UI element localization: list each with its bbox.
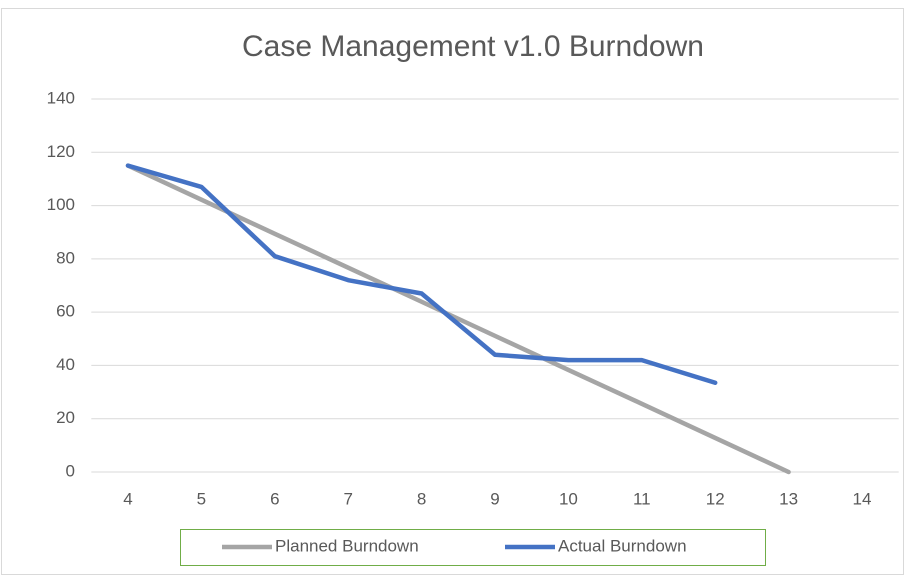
chart-frame: [1, 8, 904, 575]
x-tick-label: 9: [490, 489, 499, 508]
x-tick-label: 6: [270, 489, 279, 508]
x-tick-label: 12: [706, 489, 725, 508]
x-tick-label: 13: [779, 489, 798, 508]
x-tick-label: 14: [853, 489, 872, 508]
x-tick-label: 5: [197, 489, 206, 508]
x-tick-label: 4: [123, 489, 132, 508]
y-tick-label: 80: [56, 248, 75, 267]
y-tick-label: 120: [47, 142, 75, 161]
y-tick-label: 0: [66, 461, 75, 480]
y-tick-label: 20: [56, 408, 75, 427]
x-tick-label: 11: [633, 489, 651, 508]
y-tick-label: 140: [47, 88, 75, 107]
x-tick-label: 10: [559, 489, 578, 508]
legend-label: Actual Burndown: [558, 536, 687, 555]
series-line: [125, 163, 791, 475]
y-tick-label: 100: [47, 195, 75, 214]
legend-label: Planned Burndown: [275, 536, 419, 555]
legend-box: [180, 529, 766, 566]
x-tick-label: 8: [417, 489, 426, 508]
y-tick-label: 40: [56, 355, 75, 374]
chart-title: Case Management v1.0 Burndown: [242, 30, 704, 63]
y-tick-label: 60: [56, 302, 75, 321]
x-tick-label: 7: [343, 489, 352, 508]
series-line: [125, 163, 718, 385]
